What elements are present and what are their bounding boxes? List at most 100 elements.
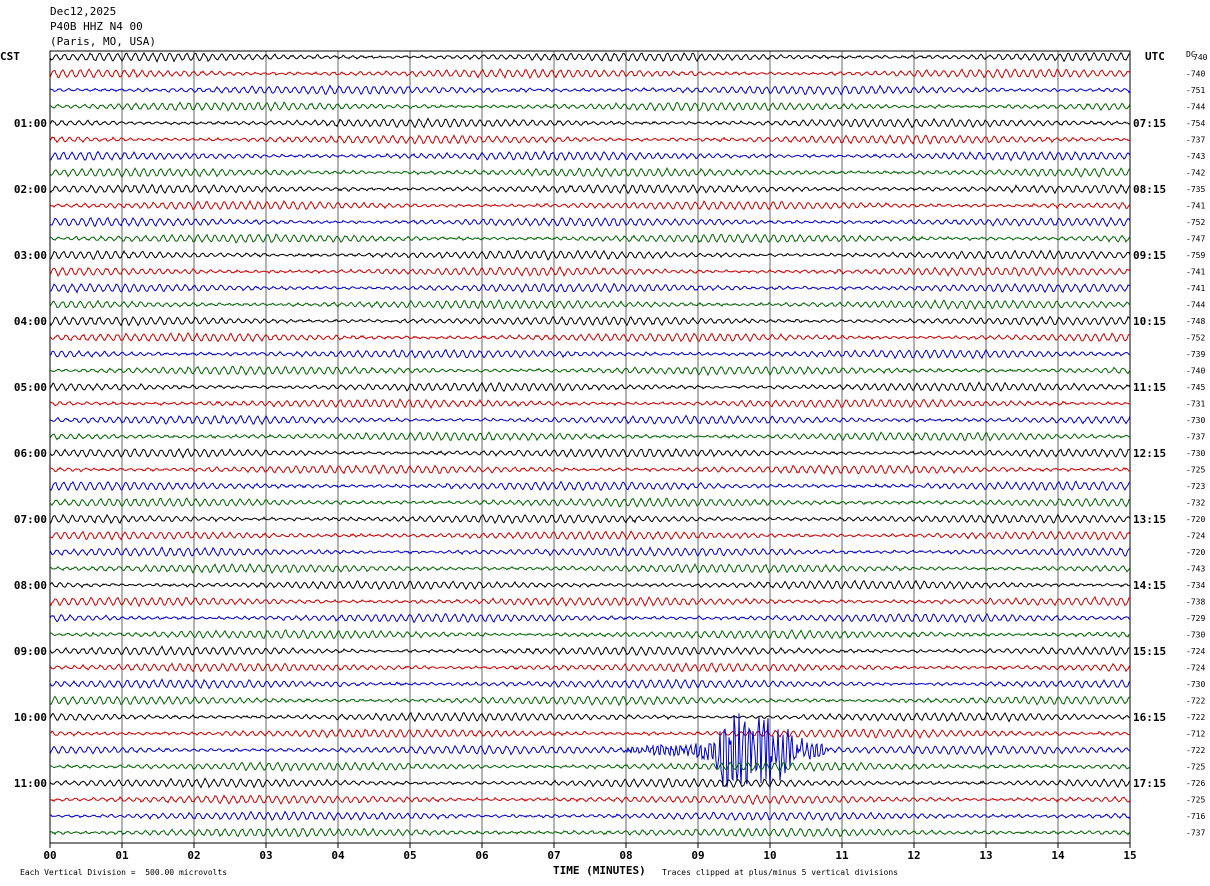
seismic-trace [49, 662, 1131, 674]
seismic-trace [49, 695, 1131, 707]
seismic-trace [49, 497, 1131, 508]
x-tick-label: 03 [259, 849, 272, 862]
x-tick-label: 00 [43, 849, 56, 862]
dc-offset-label: -735 [1186, 185, 1205, 194]
dc-offset-label: -740 [1186, 367, 1205, 376]
scale-note: Each Vertical Division = 500.00 microvol… [20, 868, 228, 877]
seismic-trace [49, 728, 1131, 739]
dc-offset-label: -754 [1186, 119, 1205, 128]
dc-offset-label: -716 [1186, 812, 1205, 821]
seismic-trace [49, 827, 1131, 838]
right-hour-label: 08:15 [1133, 183, 1166, 196]
seismic-trace [49, 713, 1131, 790]
dc-offset-label: -752 [1186, 334, 1205, 343]
left-hour-label: 06:00 [14, 447, 47, 460]
seismic-trace [49, 101, 1131, 112]
seismic-trace [49, 249, 1131, 261]
dc-offset-label: -720 [1186, 515, 1205, 524]
dc-offset-label: -740 [1186, 70, 1205, 79]
seismic-trace [49, 298, 1131, 311]
x-tick-label: 07 [547, 849, 560, 862]
left-hour-label: 11:00 [14, 777, 47, 790]
left-hour-label: 09:00 [14, 645, 47, 658]
seismic-trace [49, 447, 1131, 459]
right-hour-label: 17:15 [1133, 777, 1166, 790]
right-hour-label: 07:15 [1133, 117, 1166, 130]
right-hour-label: 09:15 [1133, 249, 1166, 262]
seismic-trace [49, 398, 1131, 410]
dc-offset-label: -743 [1186, 565, 1205, 574]
dc-offset-label: -725 [1186, 796, 1205, 805]
dc-offset-label: -744 [1186, 103, 1205, 112]
dc-offset-label: -732 [1186, 499, 1205, 508]
right-hour-label: 11:15 [1133, 381, 1166, 394]
dc-offset-label: -730 [1186, 416, 1205, 425]
plot-frame [49, 50, 1131, 844]
dc-offset-label: -741 [1186, 268, 1205, 277]
dc-offset-label: -741 [1186, 284, 1205, 293]
clip-note: Traces clipped at plus/minus 5 vertical … [662, 868, 899, 877]
seismic-trace [49, 199, 1131, 211]
seismic-trace [49, 68, 1131, 79]
dc-offset-label: -739 [1186, 350, 1205, 359]
seismic-trace [49, 761, 1131, 773]
seismic-trace [49, 51, 1130, 63]
seismic-trace [49, 166, 1131, 179]
dc-offset-label: -745 [1186, 383, 1205, 392]
x-tick-label: 05 [403, 849, 416, 862]
left-hour-label: 03:00 [14, 249, 47, 262]
dc-offset-label: -722 [1186, 746, 1205, 755]
seismic-trace [49, 365, 1131, 377]
dc-offset-label: -720 [1186, 548, 1205, 557]
seismic-trace [49, 265, 1131, 278]
right-hour-label: 12:15 [1133, 447, 1166, 460]
dc-offset-label: -747 [1186, 235, 1205, 244]
seismic-trace [49, 629, 1131, 640]
seismic-trace [49, 183, 1131, 195]
dc-offset-label: -742 [1186, 169, 1205, 178]
left-hour-label: 07:00 [14, 513, 47, 526]
x-tick-label: 11 [835, 849, 849, 862]
dc-offset-label: -737 [1186, 433, 1205, 442]
seismic-trace [49, 464, 1131, 476]
x-tick-label: 13 [979, 849, 992, 862]
left-hour-label: 01:00 [14, 117, 47, 130]
dc-offset-label: -759 [1186, 251, 1205, 260]
left-timezone-label: CST [0, 50, 20, 63]
right-hour-label: 14:15 [1133, 579, 1166, 592]
seismic-trace [49, 150, 1131, 162]
seismic-trace [49, 530, 1131, 541]
x-axis-title: TIME (MINUTES) [553, 864, 646, 877]
left-hour-label: 08:00 [14, 579, 47, 592]
seismic-trace [49, 414, 1131, 426]
seismic-trace [49, 595, 1131, 608]
location-label: (Paris, MO, USA) [50, 35, 156, 48]
dc-offset-label: -730 [1186, 449, 1205, 458]
dc-offset-label: -738 [1186, 598, 1205, 607]
dc-offset-label: -729 [1186, 614, 1205, 623]
seismic-trace [49, 348, 1131, 360]
dc-offset-label: -730 [1186, 631, 1205, 640]
dc-offset-label: -724 [1186, 647, 1205, 656]
right-hour-label: 13:15 [1133, 513, 1166, 526]
seismic-trace [49, 810, 1131, 822]
seismic-trace [49, 480, 1131, 492]
dc-offset-label: -741 [1186, 202, 1205, 211]
station-label: P40B HHZ N4 00 [50, 20, 143, 33]
dc-offset-label: -737 [1186, 136, 1205, 145]
left-hour-label: 04:00 [14, 315, 47, 328]
dc-offset-label: -744 [1186, 301, 1205, 310]
dc-offset-label: -725 [1186, 763, 1205, 772]
left-hour-label: 10:00 [14, 711, 47, 724]
seismic-trace [49, 711, 1131, 723]
dc-offset-label: -724 [1186, 664, 1205, 673]
x-tick-label: 10 [763, 849, 776, 862]
dc-offset-label: -730 [1186, 680, 1205, 689]
seismic-trace [49, 794, 1131, 806]
dc-offset-label: -725 [1186, 466, 1205, 475]
x-tick-label: 04 [331, 849, 345, 862]
seismic-trace [49, 84, 1131, 96]
seismic-trace [49, 134, 1131, 145]
seismic-trace [49, 613, 1131, 624]
seismic-trace [49, 645, 1131, 657]
